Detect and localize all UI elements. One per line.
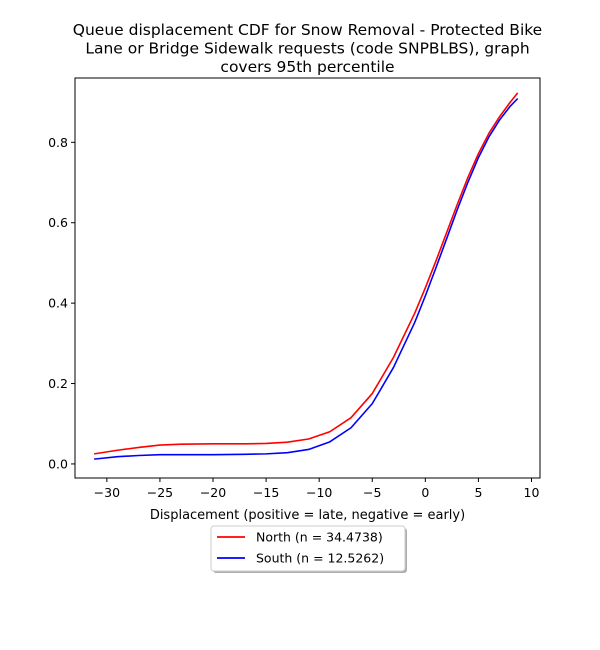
y-tick-label: 0.6 bbox=[48, 215, 68, 230]
x-tick-label: 10 bbox=[524, 485, 540, 500]
legend-label-north: North (n = 34.4738) bbox=[256, 530, 383, 545]
x-tick-label: −20 bbox=[200, 485, 226, 500]
plot-area bbox=[74, 77, 541, 479]
y-tick-label: 0.2 bbox=[48, 376, 68, 391]
chart-title: Queue displacement CDF for Snow Removal … bbox=[73, 21, 542, 76]
y-tick-label: 0.4 bbox=[48, 296, 68, 311]
title-line-1: Queue displacement CDF for Snow Removal … bbox=[73, 21, 542, 39]
legend: North (n = 34.4738) South (n = 12.5262) bbox=[210, 525, 407, 573]
series-line-south bbox=[94, 97, 519, 460]
legend-box bbox=[210, 525, 406, 572]
legend-label-south: South (n = 12.5262) bbox=[256, 551, 384, 566]
x-tick-label: −5 bbox=[363, 485, 381, 500]
y-tick-label: 0.8 bbox=[48, 135, 68, 150]
x-tick-label: −30 bbox=[94, 485, 120, 500]
series-line-north bbox=[93, 92, 519, 455]
x-tick-label: −25 bbox=[147, 485, 173, 500]
x-tick-label: 5 bbox=[474, 485, 482, 500]
series-lines bbox=[93, 92, 519, 460]
x-tick-label: 0 bbox=[421, 485, 429, 500]
x-axis-ticks: −30 −25 −20 −15 −10 −5 0 5 10 bbox=[94, 478, 540, 500]
title-line-3: covers 95th percentile bbox=[220, 58, 394, 76]
x-tick-label: −15 bbox=[253, 485, 279, 500]
y-tick-label: 0.0 bbox=[48, 456, 68, 471]
y-axis-ticks: 0.0 0.2 0.4 0.6 0.8 bbox=[48, 135, 75, 471]
x-axis-label: Displacement (positive = late, negative … bbox=[150, 508, 465, 523]
x-tick-label: −10 bbox=[306, 485, 332, 500]
title-line-2: Lane or Bridge Sidewalk requests (code S… bbox=[85, 40, 529, 58]
